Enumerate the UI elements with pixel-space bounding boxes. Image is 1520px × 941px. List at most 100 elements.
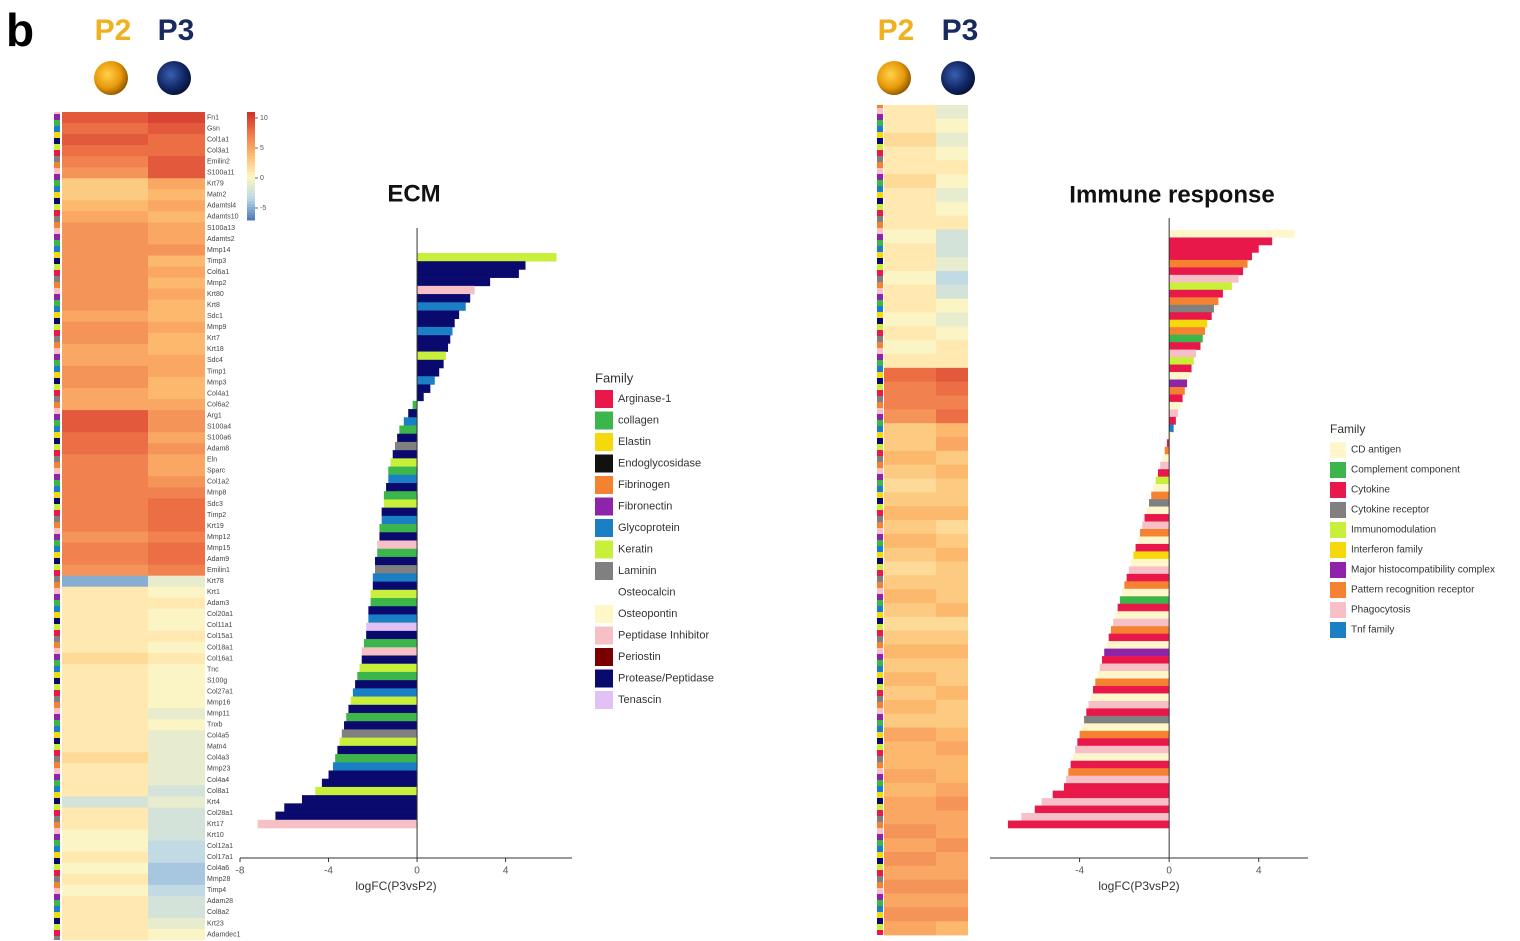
legend-title: Family [1330, 422, 1365, 436]
legend-swatch [1330, 622, 1346, 638]
row-label: Col15a1 [207, 633, 233, 640]
bar [355, 680, 417, 689]
legend-label: Osteopontin [618, 608, 677, 620]
heatmap-cell [884, 686, 936, 700]
bar [1111, 626, 1169, 634]
heatmap-cell [884, 603, 936, 617]
bar [1075, 746, 1169, 754]
heatmap-cell [148, 300, 205, 311]
heatmap-cell [62, 730, 148, 741]
bar [377, 549, 417, 558]
heatmap-cell [148, 819, 205, 830]
row-label: S100a6 [207, 435, 231, 442]
row-label: Col28a1 [207, 810, 233, 817]
x-tick-label: 4 [503, 866, 509, 877]
heatmap-cell [936, 299, 968, 313]
row-label: Krt80 [207, 291, 224, 298]
legend-swatch [595, 670, 613, 688]
bar [375, 565, 417, 574]
bar [375, 557, 417, 566]
heatmap-cell [62, 554, 148, 565]
heatmap-cell [936, 243, 968, 257]
bar [362, 656, 417, 665]
bar [1169, 230, 1294, 238]
legend-swatch [1330, 482, 1346, 498]
heatmap-cell [62, 476, 148, 487]
heatmap-cell [62, 885, 148, 896]
bar [417, 294, 470, 303]
heatmap-cell [148, 874, 205, 885]
heatmap-cell [936, 174, 968, 188]
bar [1068, 768, 1169, 776]
heatmap-cell [62, 587, 148, 598]
legend-swatch [595, 541, 613, 559]
row-label: S100a4 [207, 423, 231, 430]
heatmap-cell [936, 575, 968, 589]
heatmap-cell [936, 728, 968, 742]
heatmap-cell [884, 921, 936, 935]
bar [408, 409, 417, 418]
heatmap-cell [884, 216, 936, 230]
bar [1145, 514, 1170, 522]
heatmap-cell [884, 769, 936, 783]
heatmap-cell [884, 243, 936, 257]
row-label: Col4a3 [207, 755, 229, 762]
row-label: Adamts2 [207, 236, 235, 243]
bar [1140, 529, 1169, 537]
column-header: P3 [942, 14, 979, 47]
legend-swatch [595, 390, 613, 408]
heatmap-cell [884, 617, 936, 631]
heatmap-cell [936, 257, 968, 271]
row-label: Col1a1 [207, 136, 229, 143]
bar [1149, 499, 1169, 507]
heatmap-cell [148, 675, 205, 686]
bar [382, 508, 417, 517]
row-label: Col4a4 [207, 777, 229, 784]
heatmap-cell [62, 708, 148, 719]
heatmap-cell [62, 421, 148, 432]
heatmap-cell [936, 451, 968, 465]
legend-label: Endoglycosidase [618, 457, 701, 469]
bar [362, 647, 417, 656]
bar [360, 664, 418, 673]
legend-label: Osteocalcin [618, 586, 675, 598]
bar [1153, 484, 1169, 492]
row-label: S100a11 [207, 170, 235, 177]
heatmap-cell [62, 576, 148, 587]
bar [364, 639, 417, 648]
bar [373, 573, 417, 582]
legend-swatch [595, 412, 613, 430]
heatmap-cell [148, 730, 205, 741]
heatmap-cell [148, 267, 205, 278]
heatmap-cell [148, 885, 205, 896]
heatmap-cell [884, 534, 936, 548]
heatmap-cell [148, 256, 205, 267]
heatmap-cell [148, 178, 205, 189]
row-label: Mmp9 [207, 324, 227, 331]
heatmap-cell [884, 506, 936, 520]
heatmap-cell [148, 863, 205, 874]
bar [417, 343, 448, 352]
legend-swatch [1330, 582, 1346, 598]
heatmap-cell [936, 631, 968, 645]
heatmap-cell [884, 880, 936, 894]
heatmap-cell [148, 642, 205, 653]
heatmap-cell [62, 929, 148, 940]
heatmap-cell [148, 476, 205, 487]
row-label: Mmp16 [207, 699, 230, 706]
colorbar-tick-label: 0 [260, 175, 264, 182]
row-label: Sdc4 [207, 357, 223, 364]
heatmap-cell [884, 714, 936, 728]
row-label: Adam9 [207, 556, 229, 563]
heatmap-cell [884, 202, 936, 216]
heatmap-cell [62, 532, 148, 543]
family-strip [877, 105, 883, 935]
bar [351, 697, 417, 706]
bar [1169, 282, 1232, 290]
bar [1115, 611, 1169, 619]
heatmap-cell [148, 366, 205, 377]
bar [399, 426, 417, 435]
row-label: Col27a1 [207, 688, 233, 695]
heatmap-cell [936, 271, 968, 285]
legend-swatch [595, 455, 613, 473]
